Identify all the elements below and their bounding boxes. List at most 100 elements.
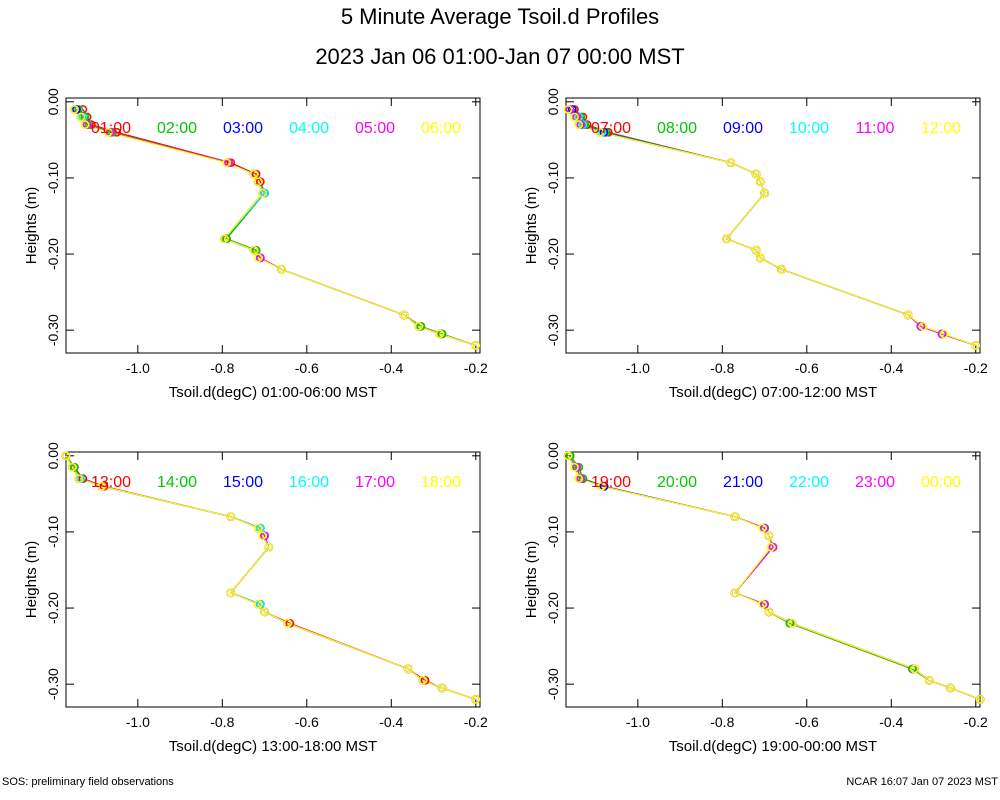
legend-label: 06:00: [421, 120, 461, 137]
data-point: [764, 531, 774, 541]
legend-label: 09:00: [723, 120, 763, 137]
data-point: [471, 695, 481, 704]
y-tick-label: -0.10: [45, 516, 61, 548]
data-point: [726, 158, 736, 168]
data-point: [758, 523, 767, 533]
legend-label: 12:00: [921, 120, 961, 137]
plot-frame: [65, 97, 481, 354]
data-point: [414, 322, 424, 331]
data-point: [103, 127, 113, 137]
series-line: [74, 108, 476, 346]
y-tick-label: 0.00: [545, 88, 561, 115]
x-tick-label: -1.0: [626, 714, 650, 730]
data-point: [220, 234, 229, 244]
x-tick-label: -0.6: [795, 360, 819, 376]
series-line: [78, 109, 476, 346]
legend-label: 23:00: [855, 474, 895, 491]
y-tick-label: -0.30: [45, 314, 61, 346]
x-tick-label: -0.8: [210, 360, 234, 376]
chart-panel-4: -1.0 -0.8 -0.6 -0.4 -0.2 0.00 -0.10 -0.20 -0.30 T…: [523, 442, 988, 755]
x-tick-label: -1.0: [126, 714, 150, 730]
x-axis-label: Tsoil.d(degC) 19:00-00:00 MST: [669, 738, 877, 755]
data-point: [597, 481, 607, 491]
x-tick-label: -0.2: [464, 360, 488, 376]
data-point: [570, 112, 579, 122]
y-tick-label: 0.00: [45, 442, 61, 469]
legend-label: 16:00: [289, 474, 329, 491]
chart-title: 5 Minute Average Tsoil.d Profiles: [340, 4, 660, 29]
y-tick-label: -0.20: [545, 592, 561, 624]
y-tick-label: -0.20: [45, 592, 61, 624]
series-line: [73, 109, 476, 346]
legend-label: 05:00: [355, 120, 395, 137]
y-axis-label: Heights (m): [23, 541, 40, 619]
data-point: [80, 120, 90, 129]
legend-label: 01:00: [91, 120, 131, 137]
series-line: [567, 109, 977, 346]
y-tick-label: -0.30: [545, 314, 561, 346]
series-line: [76, 109, 476, 346]
data-point: [722, 234, 731, 244]
data-point: [253, 253, 263, 263]
legend-label: 13:00: [91, 474, 131, 491]
legend-label: 08:00: [657, 120, 697, 137]
data-point: [946, 683, 955, 693]
x-tick-label: -0.4: [879, 714, 903, 730]
data-point: [67, 462, 77, 472]
y-tick-label: -0.10: [545, 516, 561, 548]
data-point: [764, 607, 774, 617]
series-line: [574, 108, 976, 346]
data-point: [112, 127, 122, 137]
data-point: [903, 310, 913, 320]
data-point: [760, 188, 769, 198]
legend-label: 19:00: [591, 474, 631, 491]
data-point: [975, 695, 985, 704]
series-line: [65, 455, 476, 700]
data-point: [253, 523, 263, 533]
data-point: [918, 322, 928, 331]
data-point: [924, 676, 934, 685]
data-point: [755, 253, 765, 263]
data-point: [435, 329, 445, 339]
x-axis-label: Tsoil.d(degC) 01:00-06:00 MST: [169, 384, 377, 401]
x-tick-label: -0.4: [879, 360, 903, 376]
data-point: [418, 676, 428, 685]
y-tick-label: 0.00: [45, 88, 61, 115]
x-tick-label: -0.6: [795, 714, 819, 730]
chart-panel-2: -1.0 -0.8 -0.6 -0.4 -0.2 0.00 -0.10 -0.20 -0.30 T…: [523, 88, 988, 401]
series-line: [82, 109, 476, 346]
footer-timestamp: NCAR 16:07 Jan 07 2023 MST: [846, 776, 998, 788]
x-tick-label: -1.0: [626, 360, 650, 376]
data-point: [249, 169, 259, 179]
y-tick-label: 0.00: [545, 442, 561, 469]
data-point: [563, 105, 573, 114]
chart-subtitle: 2023 Jan 06 01:00-Jan 07 00:00 MST: [315, 44, 685, 69]
data-point: [253, 177, 263, 187]
data-point: [258, 188, 267, 198]
legend-label: 15:00: [223, 474, 263, 491]
data-point: [751, 245, 761, 255]
data-point: [76, 112, 86, 122]
x-tick-label: -0.4: [379, 360, 403, 376]
data-point: [755, 177, 765, 187]
data-point: [751, 169, 761, 179]
legend-label: 10:00: [789, 120, 829, 137]
data-point: [730, 588, 740, 598]
data-point: [277, 264, 286, 274]
data-point: [574, 474, 584, 483]
series-line: [73, 109, 476, 346]
x-tick-label: -0.6: [295, 714, 319, 730]
legend-label: 18:00: [421, 474, 461, 491]
plot-frame: [65, 451, 481, 708]
legend-label: 03:00: [223, 120, 263, 137]
legend-label: 11:00: [856, 120, 895, 137]
legend-label: 17:00: [355, 474, 395, 491]
data-point: [260, 607, 269, 617]
x-tick-label: -0.2: [964, 714, 988, 730]
y-axis-label: Heights (m): [523, 541, 540, 619]
legend-label: 21:00: [723, 474, 763, 491]
data-point: [249, 245, 259, 255]
y-axis-label: Heights (m): [23, 187, 40, 265]
data-point: [399, 310, 409, 320]
x-tick-label: -0.8: [710, 714, 734, 730]
